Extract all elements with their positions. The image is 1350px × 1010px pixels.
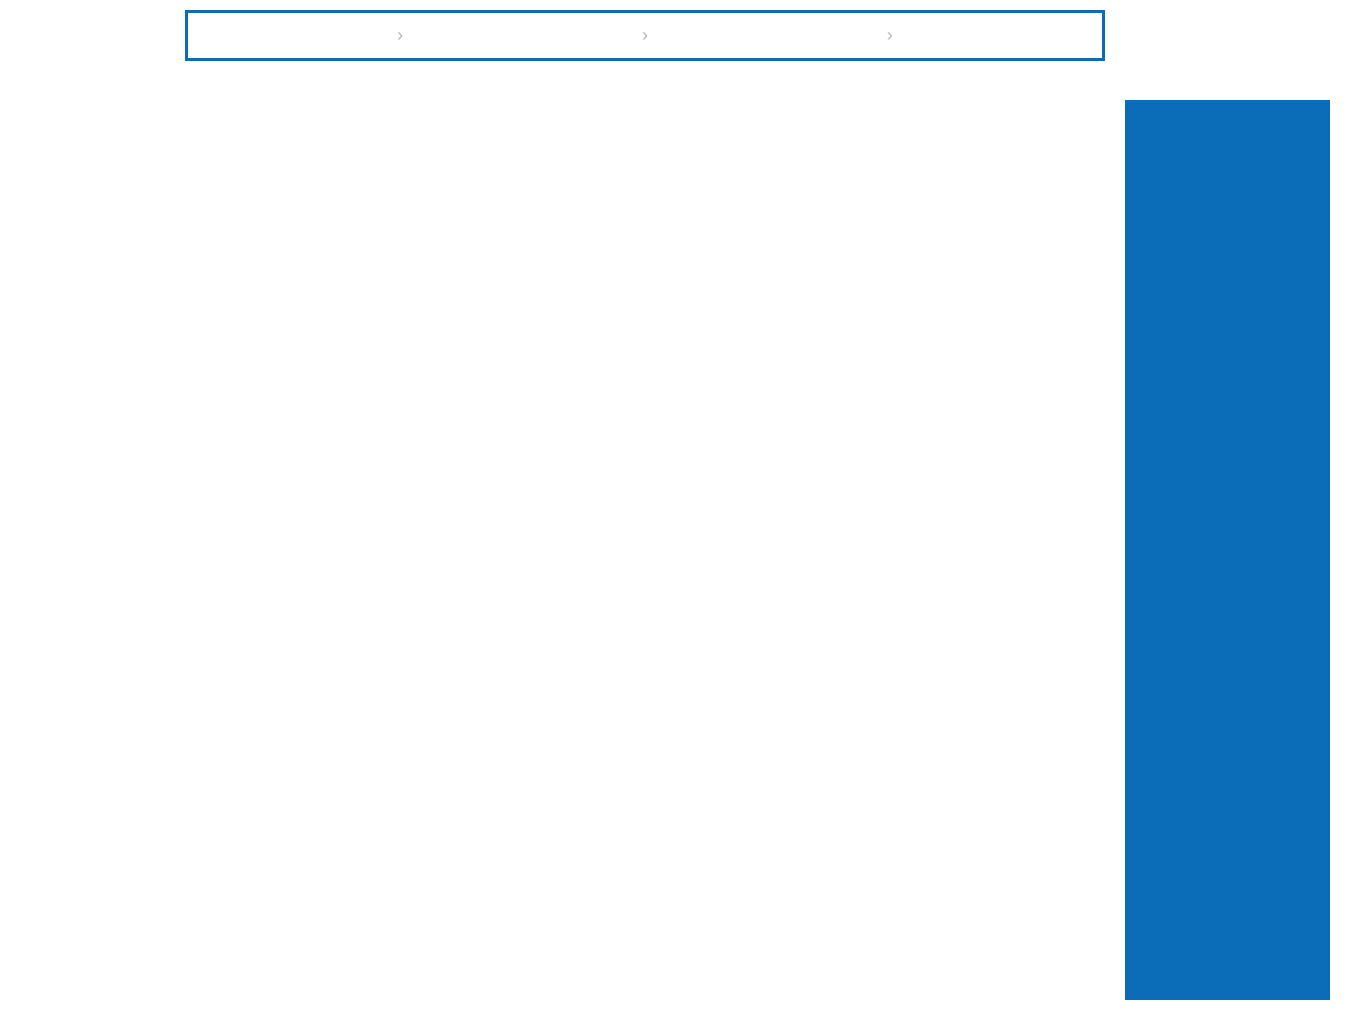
chevron-right-icon: › <box>887 25 893 46</box>
grid-lines <box>185 90 1105 91</box>
roadmap-container: › › › <box>10 10 1340 1000</box>
goal-box <box>1125 100 1330 1000</box>
chevron-right-icon: › <box>642 25 648 46</box>
timeline-header: › › › <box>185 10 1105 61</box>
category-column <box>10 10 185 100</box>
goal-column <box>1125 10 1330 1000</box>
chevron-right-icon: › <box>397 25 403 46</box>
timeline-column: › › › <box>185 10 1105 91</box>
